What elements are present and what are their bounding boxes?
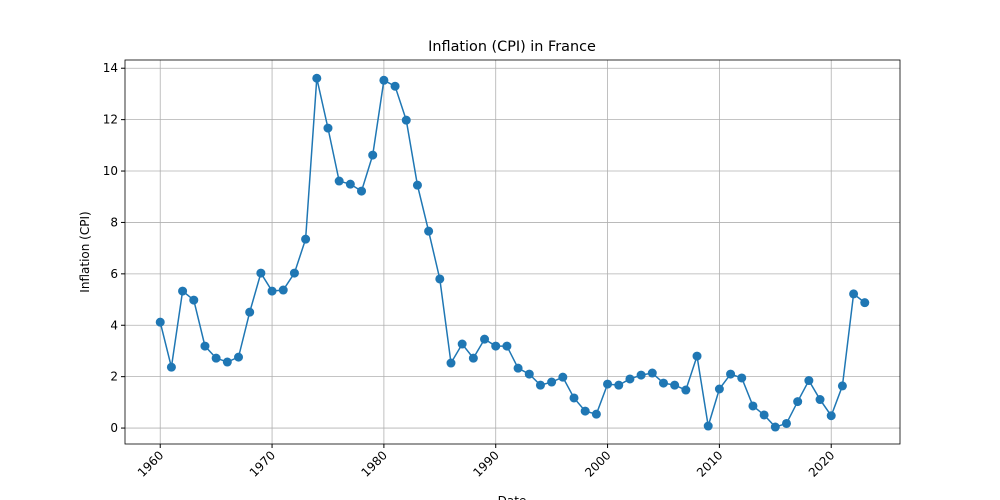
y-tick-label: 14 — [103, 61, 118, 75]
marker — [513, 363, 523, 373]
y-tick-label: 12 — [103, 113, 118, 127]
marker — [748, 401, 758, 411]
marker — [692, 351, 702, 361]
marker — [535, 380, 545, 390]
marker — [267, 286, 277, 296]
marker — [591, 409, 601, 419]
marker — [558, 372, 568, 382]
marker — [345, 179, 355, 189]
marker — [726, 369, 736, 379]
marker — [714, 384, 724, 394]
marker — [200, 341, 210, 351]
y-tick-label: 6 — [110, 267, 118, 281]
marker — [614, 380, 624, 390]
marker — [804, 376, 814, 386]
y-tick-label: 8 — [110, 215, 118, 229]
marker — [670, 380, 680, 390]
marker — [793, 397, 803, 407]
marker — [849, 289, 859, 299]
marker — [781, 418, 791, 428]
marker — [401, 115, 411, 125]
marker — [658, 378, 668, 388]
marker — [759, 410, 769, 420]
marker — [424, 226, 434, 236]
marker — [334, 176, 344, 186]
marker — [155, 317, 165, 327]
marker — [323, 123, 333, 133]
marker — [245, 307, 255, 317]
marker — [446, 358, 456, 368]
marker — [580, 406, 590, 416]
chart-title: Inflation (CPI) in France — [428, 39, 596, 55]
marker — [368, 150, 378, 160]
marker — [234, 352, 244, 362]
y-tick-label: 10 — [103, 164, 118, 178]
y-tick-label: 2 — [110, 370, 118, 384]
x-axis-label: Date — [498, 494, 527, 500]
marker — [569, 393, 579, 403]
marker — [457, 339, 467, 349]
marker — [524, 369, 534, 379]
marker — [468, 353, 478, 363]
marker — [211, 353, 221, 363]
y-tick-label: 0 — [110, 421, 118, 435]
marker — [357, 186, 367, 196]
marker — [412, 180, 422, 190]
marker — [837, 381, 847, 391]
marker — [222, 357, 232, 367]
marker — [737, 373, 747, 383]
y-tick-label: 4 — [110, 318, 118, 332]
marker — [491, 341, 501, 351]
marker — [860, 298, 870, 308]
marker — [480, 334, 490, 344]
marker — [603, 379, 613, 389]
marker — [166, 362, 176, 372]
marker — [681, 385, 691, 395]
marker — [770, 422, 780, 432]
plot-frame — [124, 59, 901, 445]
line — [159, 78, 866, 428]
marker — [647, 368, 657, 378]
marker — [435, 274, 445, 284]
marker — [636, 370, 646, 380]
marker — [301, 234, 311, 244]
marker — [189, 295, 199, 305]
y-axis-label: Inflation (CPI) — [78, 211, 92, 292]
marker — [178, 286, 188, 296]
marker — [278, 285, 288, 295]
marker — [826, 411, 836, 421]
marker — [390, 81, 400, 91]
marker — [703, 421, 713, 431]
marker — [502, 341, 512, 351]
marker — [379, 75, 389, 85]
marker — [289, 268, 299, 278]
marker — [625, 374, 635, 384]
marker — [547, 377, 557, 387]
marker — [256, 268, 266, 278]
marker — [312, 73, 322, 83]
marker — [815, 395, 825, 405]
